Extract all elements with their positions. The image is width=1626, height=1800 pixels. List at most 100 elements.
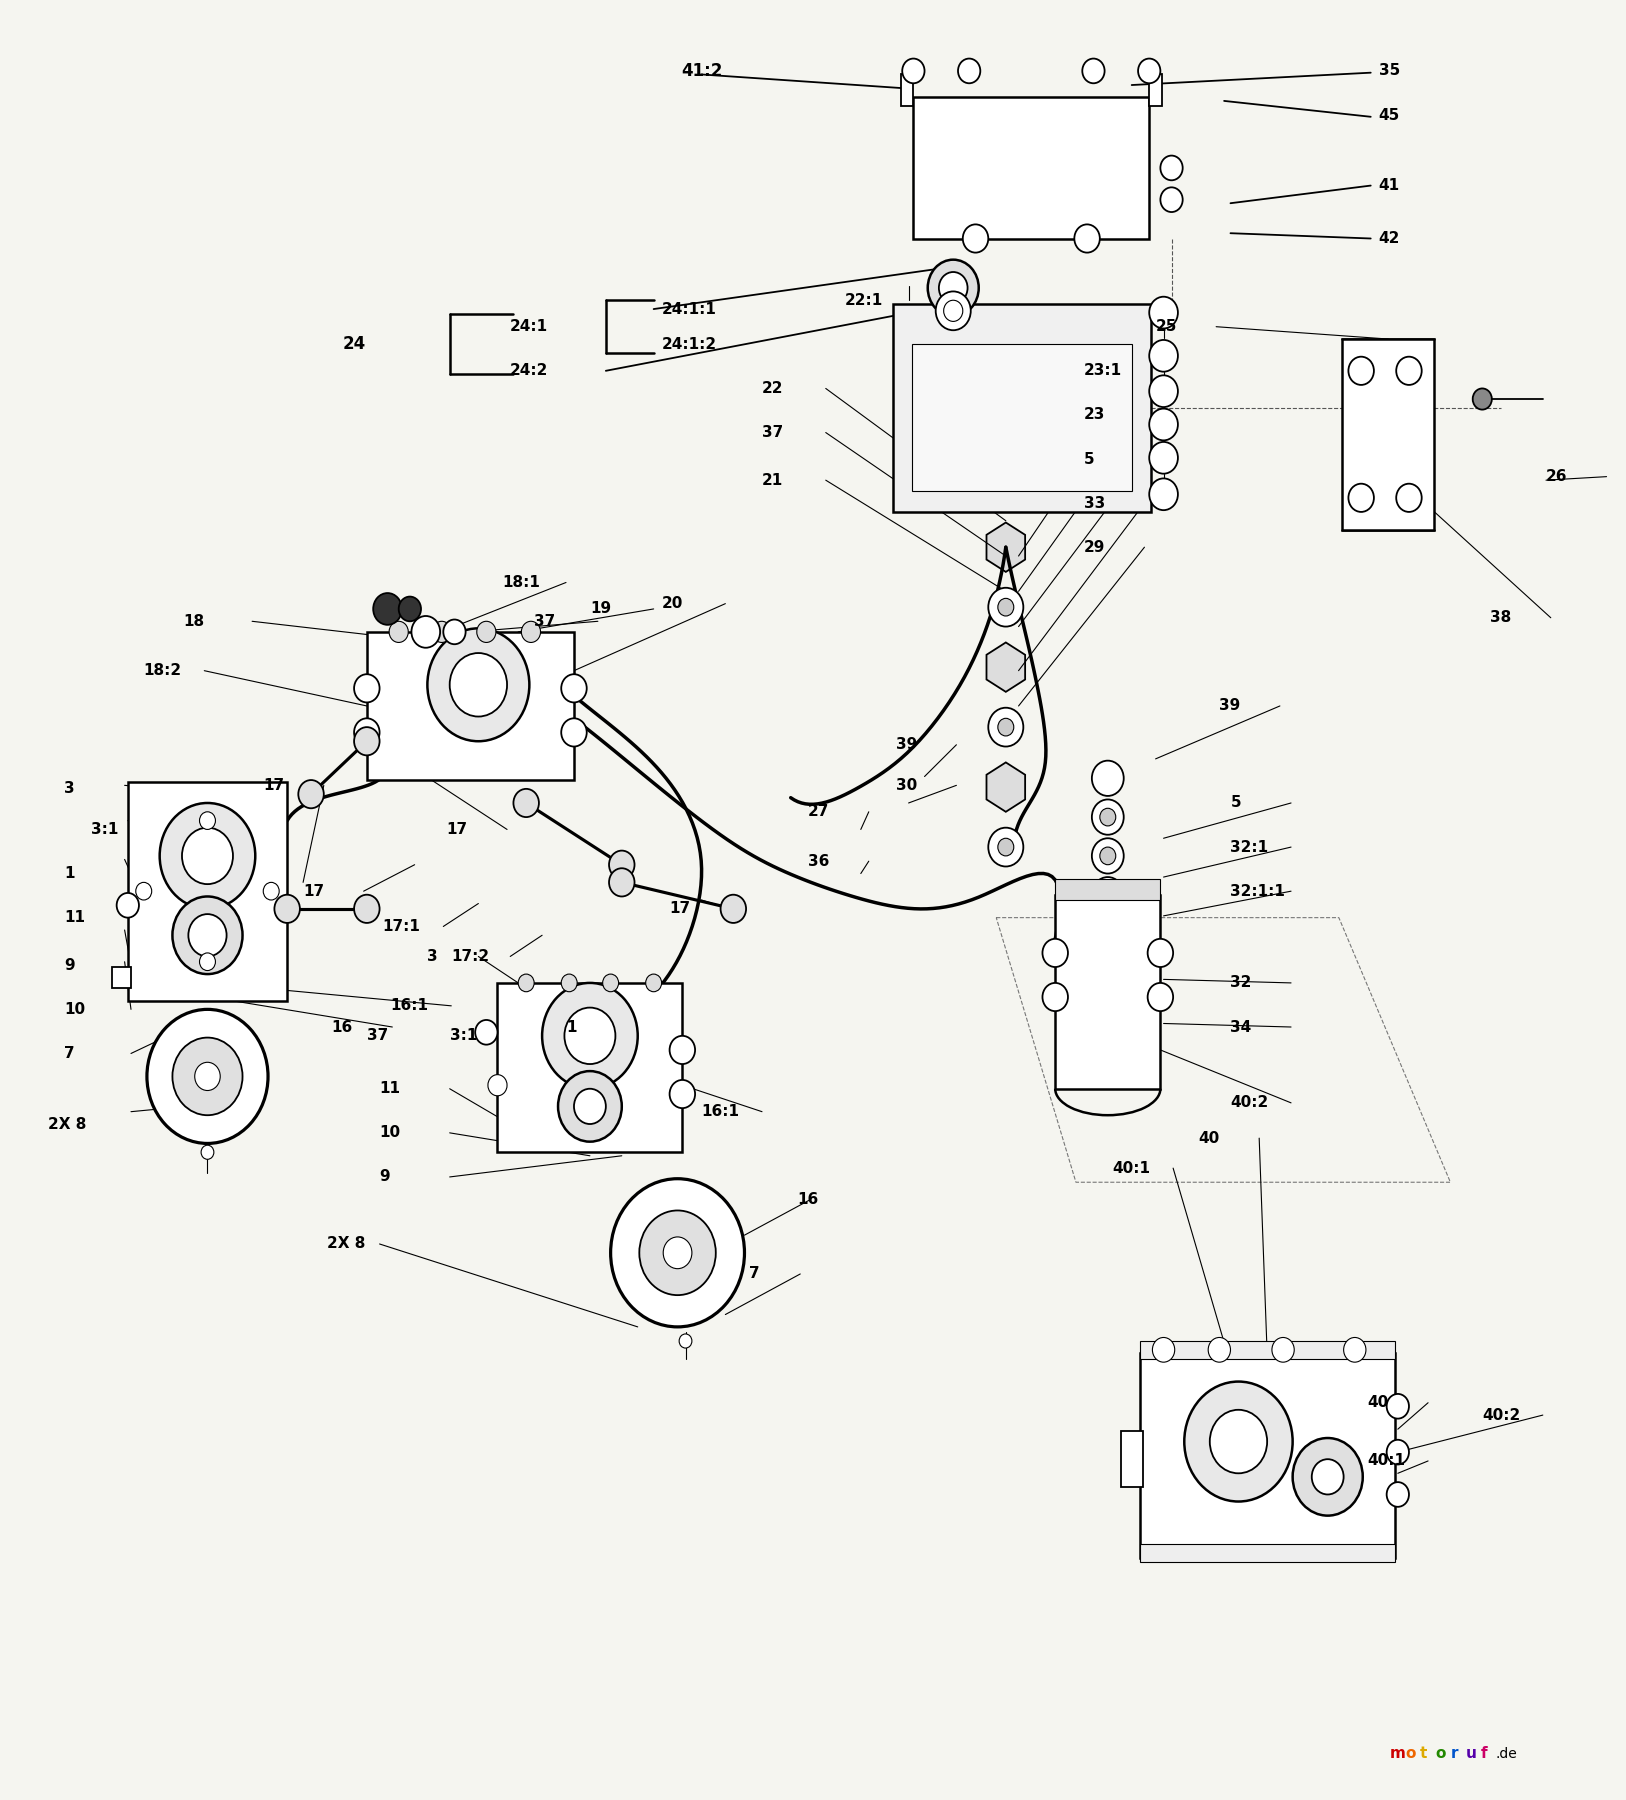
Text: 5: 5 [1085, 452, 1094, 466]
Circle shape [998, 718, 1013, 736]
Bar [367, 632, 574, 779]
Circle shape [670, 1080, 694, 1109]
Circle shape [663, 1237, 693, 1269]
Circle shape [1093, 799, 1124, 835]
Text: 1: 1 [63, 866, 75, 880]
Circle shape [172, 896, 242, 974]
Circle shape [189, 914, 226, 956]
Circle shape [172, 1037, 242, 1116]
Circle shape [1161, 155, 1182, 180]
Circle shape [514, 788, 538, 817]
Text: 27: 27 [808, 805, 829, 819]
Circle shape [938, 272, 967, 304]
Circle shape [275, 895, 299, 923]
Circle shape [1387, 1440, 1410, 1465]
Text: 30: 30 [896, 778, 917, 792]
Circle shape [902, 59, 925, 83]
Circle shape [574, 1089, 606, 1123]
Circle shape [1293, 1438, 1363, 1516]
Text: 18:2: 18:2 [143, 662, 182, 679]
Text: 19: 19 [590, 601, 611, 616]
Polygon shape [987, 522, 1024, 572]
Circle shape [1348, 356, 1374, 385]
Bar [1140, 1354, 1395, 1559]
Text: 24:2: 24:2 [511, 364, 548, 378]
Text: 40: 40 [1367, 1395, 1389, 1409]
Circle shape [444, 619, 465, 644]
Text: 11: 11 [379, 1082, 400, 1096]
Bar [912, 344, 1132, 491]
Bar [901, 74, 914, 106]
Circle shape [263, 882, 280, 900]
Text: o: o [1436, 1746, 1446, 1760]
Text: 37: 37 [533, 614, 556, 628]
Text: o: o [1405, 1746, 1415, 1760]
Text: 32:1: 32:1 [1231, 839, 1268, 855]
Text: 40: 40 [1198, 1130, 1220, 1145]
Bar [893, 304, 1151, 511]
Text: 37: 37 [763, 425, 784, 439]
Circle shape [1150, 340, 1177, 371]
Bar [1150, 74, 1163, 106]
Text: 37: 37 [367, 1028, 389, 1044]
Circle shape [1397, 356, 1421, 385]
Text: 17: 17 [670, 902, 691, 916]
Circle shape [488, 1075, 507, 1096]
Circle shape [928, 259, 979, 317]
Text: 39: 39 [1220, 698, 1241, 713]
Bar [1055, 878, 1161, 900]
Circle shape [989, 828, 1023, 866]
Text: 10: 10 [379, 1125, 400, 1141]
Text: 41: 41 [1379, 178, 1400, 193]
Circle shape [611, 1179, 745, 1327]
Circle shape [428, 628, 530, 742]
Circle shape [159, 803, 255, 909]
Circle shape [610, 851, 634, 878]
Circle shape [117, 893, 138, 918]
Circle shape [720, 895, 746, 923]
Circle shape [958, 59, 980, 83]
Circle shape [1210, 1409, 1267, 1472]
Text: 24:1:1: 24:1:1 [662, 302, 717, 317]
Circle shape [1150, 443, 1177, 473]
Text: t: t [1419, 1746, 1428, 1760]
Circle shape [998, 839, 1013, 857]
Circle shape [1312, 1460, 1343, 1494]
Circle shape [561, 718, 587, 747]
Text: 16: 16 [332, 1019, 353, 1035]
Text: 20: 20 [662, 596, 683, 612]
Circle shape [541, 983, 637, 1089]
Circle shape [989, 589, 1023, 626]
Circle shape [935, 292, 971, 329]
Circle shape [561, 974, 577, 992]
Text: 2X 8: 2X 8 [327, 1237, 366, 1251]
Text: 10: 10 [63, 1003, 85, 1017]
Bar [128, 781, 288, 1001]
Circle shape [354, 718, 379, 747]
Circle shape [1150, 479, 1177, 509]
Circle shape [202, 1145, 215, 1159]
Circle shape [1473, 389, 1491, 410]
Circle shape [1138, 59, 1161, 83]
Circle shape [1150, 409, 1177, 441]
Text: 18:1: 18:1 [502, 574, 540, 590]
Bar [1140, 1544, 1395, 1561]
Text: 17: 17 [302, 884, 324, 898]
Circle shape [354, 727, 379, 756]
Circle shape [564, 1008, 615, 1064]
Bar [914, 97, 1150, 238]
Circle shape [1083, 59, 1104, 83]
Circle shape [1387, 1393, 1410, 1418]
Circle shape [1397, 484, 1421, 511]
Text: 41:2: 41:2 [681, 61, 722, 79]
Bar [498, 983, 683, 1152]
Circle shape [450, 653, 507, 716]
Text: 22: 22 [763, 382, 784, 396]
Text: 7: 7 [63, 1046, 75, 1060]
Text: 35: 35 [1379, 63, 1400, 79]
Text: 33: 33 [1085, 495, 1106, 511]
Text: 9: 9 [63, 958, 75, 972]
Text: u: u [1465, 1746, 1476, 1760]
Circle shape [1153, 1337, 1174, 1363]
Text: 9: 9 [379, 1170, 390, 1184]
